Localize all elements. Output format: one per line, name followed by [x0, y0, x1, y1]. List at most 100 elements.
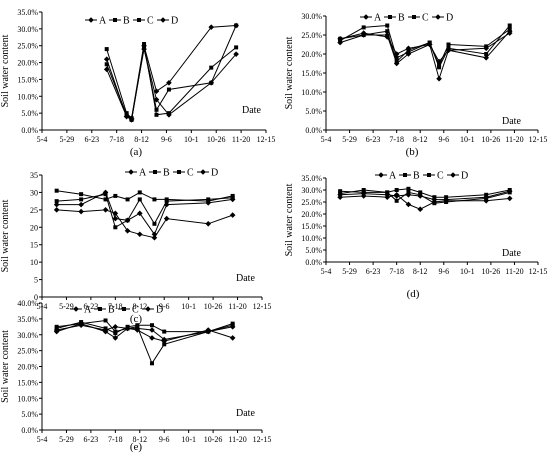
data-point-D [384, 192, 391, 198]
y-axis-title: Soil water content [284, 36, 295, 109]
data-point-C [104, 47, 109, 52]
data-point-B [418, 190, 423, 195]
data-point-A [102, 207, 109, 213]
data-point-C [446, 42, 451, 47]
data-point-B [394, 55, 399, 60]
x-tick-label: 7-18 [108, 435, 123, 444]
legend-marker [388, 15, 392, 19]
data-point-C [113, 329, 118, 334]
series-line-B [339, 24, 511, 69]
series-D [53, 322, 236, 343]
legend-marker [137, 18, 141, 22]
data-point-D [393, 51, 400, 57]
y-tick-label: 0.0% [305, 258, 322, 267]
legend-marker [435, 14, 441, 20]
data-point-A [483, 55, 489, 61]
y-tick-label: 30.0% [17, 25, 38, 34]
x-tick-label: 12-15 [529, 267, 548, 276]
data-point-A [124, 227, 131, 234]
x-axis-title: Date [236, 273, 255, 284]
y-tick-label: 20 [30, 223, 38, 232]
data-point-C [361, 188, 366, 192]
y-tick-label: 30 [30, 188, 38, 197]
y-tick-label: 10.0% [301, 234, 322, 243]
data-point-C [137, 197, 142, 202]
y-axis-title: Soil water content [0, 330, 11, 403]
data-point-B [338, 189, 343, 194]
x-tick-label: 5-4 [37, 435, 48, 444]
y-tick-label: 10.0% [17, 394, 38, 403]
legend-marker [88, 17, 94, 23]
data-point-A [417, 206, 424, 212]
legend-marker [113, 18, 117, 22]
data-point-D [405, 45, 412, 52]
data-point-D [229, 196, 236, 203]
data-point-B [103, 197, 108, 202]
legend-marker [122, 307, 126, 311]
data-point-B [125, 197, 130, 202]
y-tick-label: 15.0% [17, 378, 38, 387]
data-point-D [506, 30, 513, 36]
data-point-D [53, 327, 60, 333]
data-point-D [384, 34, 391, 40]
data-point-D [445, 47, 452, 53]
x-tick-label: 5-4 [321, 135, 332, 144]
y-tick-label: 35.0% [17, 315, 38, 324]
series-line-A [56, 209, 233, 239]
series-D [337, 30, 513, 65]
legend-marker [128, 169, 134, 175]
data-point-A [506, 195, 513, 202]
x-tick-label: 9-6 [438, 135, 449, 144]
x-tick-label: 5-29 [60, 135, 75, 144]
data-point-C [103, 318, 108, 323]
x-tick-label: 5-29 [342, 267, 357, 276]
data-point-C [206, 197, 211, 202]
series-D [103, 22, 239, 123]
legend-label: D [446, 13, 453, 24]
data-point-C [385, 29, 390, 34]
data-point-D [163, 201, 170, 208]
x-tick-label: 8-12 [132, 435, 147, 444]
y-tick-label: 25.0% [301, 198, 322, 207]
series-line-D [339, 32, 510, 63]
data-point-D [78, 201, 84, 208]
x-tick-label: 8-12 [413, 135, 428, 144]
x-tick-label: 6-23 [84, 135, 99, 144]
x-tick-label: 11-20 [505, 135, 523, 144]
data-point-A [136, 231, 143, 238]
data-point-A [53, 207, 60, 213]
legend-marker [177, 170, 181, 174]
series-line-A [340, 194, 510, 210]
data-point-D [360, 30, 367, 36]
y-tick-label: 20.0% [17, 363, 38, 372]
data-point-D [443, 196, 449, 203]
x-axis-title: Date [502, 116, 521, 127]
data-point-D [112, 324, 119, 330]
legend-marker [200, 169, 206, 175]
x-tick-label: 5-4 [37, 135, 48, 144]
data-point-C [54, 199, 59, 204]
x-tick-label: 8-12 [413, 267, 428, 276]
x-tick-label: 10-26 [482, 267, 501, 276]
data-point-B [406, 186, 411, 191]
x-tick-label: 5-4 [321, 267, 332, 276]
data-point-D [124, 325, 131, 332]
series-C [104, 42, 239, 121]
data-point-C [394, 59, 399, 64]
x-tick-label: 9-6 [161, 135, 172, 144]
data-point-D [483, 45, 489, 52]
legend-marker [145, 306, 151, 312]
data-point-D [393, 193, 400, 199]
y-tick-label: 10.0% [17, 92, 38, 101]
y-tick-label: 5.0% [305, 246, 322, 255]
x-tick-label: 9-6 [159, 435, 170, 444]
panel-caption: (e) [130, 441, 143, 453]
legend-label: D [156, 305, 163, 316]
y-axis-title: Soil water content [0, 199, 11, 272]
x-tick-label: 12-15 [257, 135, 276, 144]
data-point-B [361, 25, 366, 30]
data-point-D [337, 36, 343, 42]
data-point-D [123, 113, 130, 120]
data-point-D [103, 56, 110, 62]
